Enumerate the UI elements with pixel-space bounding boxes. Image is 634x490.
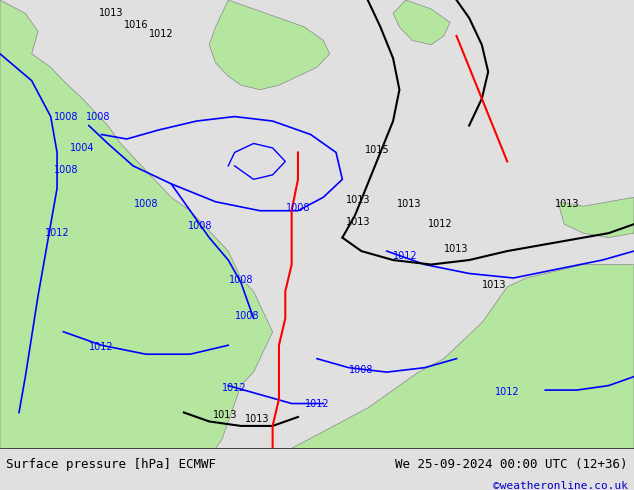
Polygon shape: [393, 0, 450, 45]
Text: 1008: 1008: [55, 112, 79, 122]
Polygon shape: [558, 197, 634, 238]
Polygon shape: [292, 265, 634, 448]
Text: Surface pressure [hPa] ECMWF: Surface pressure [hPa] ECMWF: [6, 458, 216, 471]
Text: 1012: 1012: [89, 343, 113, 352]
Text: 1012: 1012: [429, 219, 453, 229]
Text: 1012: 1012: [495, 387, 519, 397]
Text: 1013: 1013: [346, 217, 370, 227]
Text: 1013: 1013: [99, 8, 123, 19]
Text: 1013: 1013: [397, 199, 421, 209]
Text: We 25-09-2024 00:00 UTC (12+36): We 25-09-2024 00:00 UTC (12+36): [395, 458, 628, 471]
Text: 1008: 1008: [229, 275, 253, 285]
Text: 1008: 1008: [349, 365, 373, 375]
Text: 1013: 1013: [444, 244, 469, 254]
Text: 1012: 1012: [223, 383, 247, 393]
Text: 1012: 1012: [45, 228, 69, 238]
Text: 1008: 1008: [188, 221, 212, 231]
Text: 1013: 1013: [245, 414, 269, 424]
Text: 1012: 1012: [150, 28, 174, 39]
Text: ©weatheronline.co.uk: ©weatheronline.co.uk: [493, 481, 628, 490]
Text: 1016: 1016: [124, 20, 148, 30]
Text: 1013: 1013: [482, 280, 507, 290]
Text: 1008: 1008: [55, 165, 79, 175]
Text: 1008: 1008: [286, 203, 310, 214]
Text: 1015: 1015: [365, 145, 389, 155]
Text: 1013: 1013: [213, 410, 237, 420]
Text: 1013: 1013: [555, 199, 579, 209]
Text: 1004: 1004: [70, 143, 94, 153]
Text: 1008: 1008: [86, 112, 110, 122]
Text: 1012: 1012: [305, 399, 329, 410]
Text: 1012: 1012: [394, 250, 418, 261]
Polygon shape: [0, 0, 273, 448]
Text: 1008: 1008: [235, 311, 259, 321]
Text: 1013: 1013: [346, 195, 370, 204]
Polygon shape: [209, 0, 330, 90]
Text: 1008: 1008: [134, 199, 158, 209]
